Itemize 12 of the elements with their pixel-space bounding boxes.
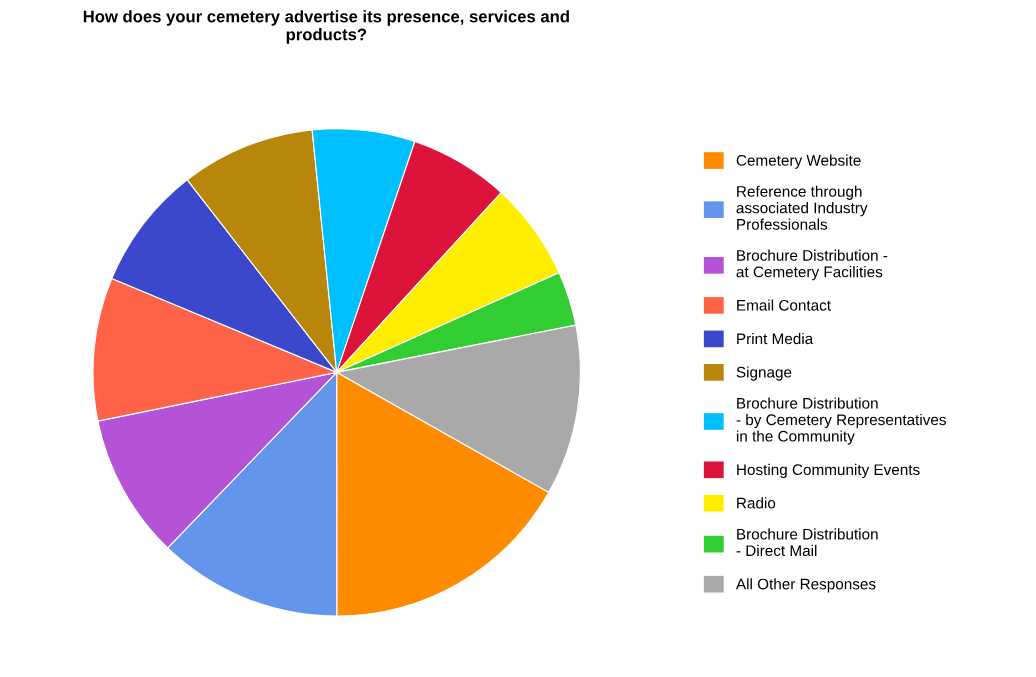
legend-label: Cemetery Website: [736, 154, 861, 169]
legend-label: All Other Responses: [735, 578, 876, 593]
legend-label: Brochure Distribution - at Cemetery Facilities: [736, 249, 888, 281]
legend-label: Radio: [737, 497, 776, 509]
legend-label: Brochure Distribution - by Cemetery Representatives in the Community: [736, 397, 946, 445]
legend-label: Print Media: [737, 332, 814, 345]
chart-title: How does your cemetery advertise its presence, services and products?: [83, 10, 569, 44]
legend-label: Signage: [736, 366, 792, 381]
legend-label: Reference through associated Industry Professionals: [736, 185, 868, 230]
legend-label: Hosting Community Events: [737, 463, 920, 479]
legend-label: Brochure Distribution - Direct Mail: [736, 528, 878, 557]
legend-label: Email Contact: [737, 299, 831, 311]
